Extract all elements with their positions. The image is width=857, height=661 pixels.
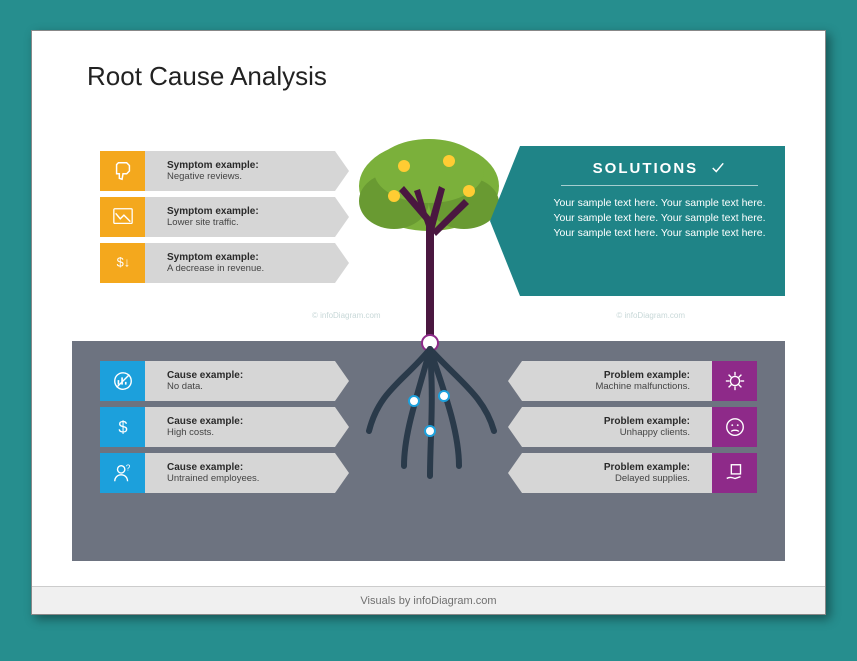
row-desc: Negative reviews.	[167, 171, 323, 182]
box-hand-icon	[712, 453, 757, 493]
row-desc: A decrease in revenue.	[167, 263, 323, 274]
watermark-left: © infoDiagram.com	[312, 311, 381, 320]
svg-text:?: ?	[125, 463, 130, 472]
right-item-row: Problem example:Machine malfunctions.	[522, 361, 757, 401]
footer-credit: Visuals by infoDiagram.com	[32, 586, 825, 614]
solutions-panel: SOLUTIONS Your sample text here. Your sa…	[520, 146, 785, 296]
row-title: Cause example:	[167, 462, 323, 473]
chart-down-icon	[100, 197, 145, 237]
row-desc: Unhappy clients.	[534, 427, 690, 438]
row-title: Problem example:	[534, 416, 690, 427]
row-text: Symptom example:A decrease in revenue.	[145, 243, 335, 283]
row-desc: Untrained employees.	[167, 473, 323, 484]
row-text: Symptom example:Lower site traffic.	[145, 197, 335, 237]
checkmark-icon	[710, 160, 726, 177]
row-text: Cause example:Untrained employees.	[145, 453, 335, 493]
left-item-row: Cause example:No data.	[100, 361, 335, 401]
row-desc: No data.	[167, 381, 323, 392]
row-desc: Machine malfunctions.	[534, 381, 690, 392]
row-desc: Lower site traffic.	[167, 217, 323, 228]
svg-text:$↓: $↓	[116, 255, 130, 270]
tree-roots-icon	[369, 349, 494, 476]
right-item-row: Problem example:Unhappy clients.	[522, 407, 757, 447]
row-text: Symptom example:Negative reviews.	[145, 151, 335, 191]
watermark-right: © infoDiagram.com	[616, 311, 685, 320]
row-title: Problem example:	[534, 462, 690, 473]
sad-face-icon	[712, 407, 757, 447]
row-desc: Delayed supplies.	[534, 473, 690, 484]
row-text: Cause example:High costs.	[145, 407, 335, 447]
row-desc: High costs.	[167, 427, 323, 438]
thumbs-down-icon	[100, 151, 145, 191]
row-text: Problem example:Machine malfunctions.	[522, 361, 712, 401]
row-title: Symptom example:	[167, 160, 323, 171]
solutions-title: SOLUTIONS	[561, 160, 758, 186]
left-item-row: $ Cause example:High costs.	[100, 407, 335, 447]
row-text: Problem example:Delayed supplies.	[522, 453, 712, 493]
row-title: Symptom example:	[167, 252, 323, 263]
person-q-icon: ?	[100, 453, 145, 493]
row-text: Cause example:No data.	[145, 361, 335, 401]
solutions-title-text: SOLUTIONS	[593, 160, 699, 177]
slide-frame: Root Cause Analysis	[31, 30, 826, 615]
no-data-icon	[100, 361, 145, 401]
money-down-icon: $↓	[100, 243, 145, 283]
right-item-row: Problem example:Delayed supplies.	[522, 453, 757, 493]
gear-x-icon	[712, 361, 757, 401]
tree-graphic	[344, 131, 514, 551]
slide-canvas: Root Cause Analysis	[32, 31, 825, 586]
svg-text:$: $	[118, 419, 127, 437]
left-item-row: Symptom example:Negative reviews.	[100, 151, 335, 191]
dollar-icon: $	[100, 407, 145, 447]
left-item-row: $↓ Symptom example:A decrease in revenue.	[100, 243, 335, 283]
row-title: Problem example:	[534, 370, 690, 381]
row-text: Problem example:Unhappy clients.	[522, 407, 712, 447]
left-item-row: ? Cause example:Untrained employees.	[100, 453, 335, 493]
left-item-row: Symptom example:Lower site traffic.	[100, 197, 335, 237]
solutions-body: Your sample text here. Your sample text …	[550, 196, 769, 242]
row-title: Cause example:	[167, 416, 323, 427]
row-title: Symptom example:	[167, 206, 323, 217]
row-title: Cause example:	[167, 370, 323, 381]
page-title: Root Cause Analysis	[87, 61, 327, 92]
